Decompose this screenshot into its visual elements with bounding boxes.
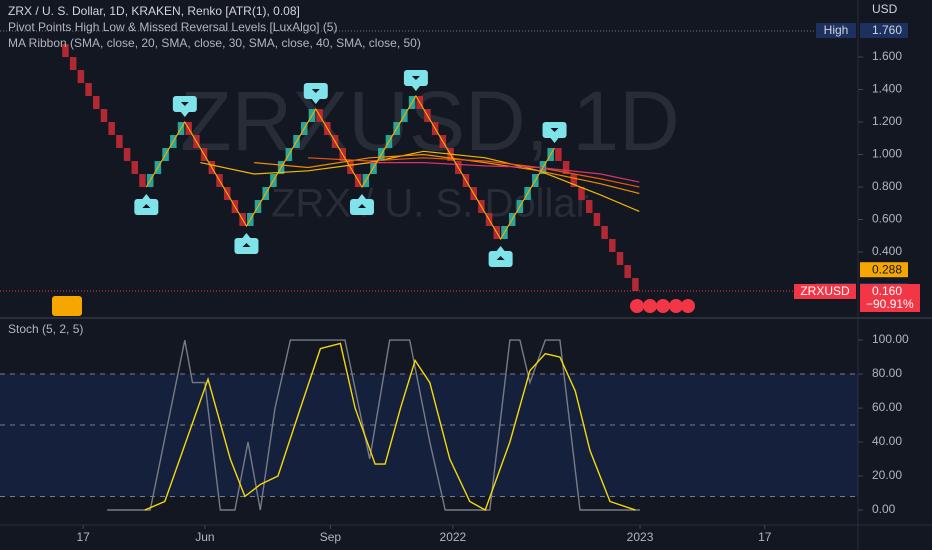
renko-brick — [593, 213, 601, 227]
pivot-arrow — [411, 76, 420, 81]
indicator-legend: Pivot Points High Low & Missed Reversal … — [8, 20, 337, 34]
renko-brick — [62, 44, 69, 58]
level-name: High — [824, 23, 849, 37]
pivot-marker — [234, 233, 259, 255]
x-tick-label: 17 — [77, 530, 91, 544]
event-icon[interactable] — [52, 296, 82, 316]
event-flag[interactable] — [643, 299, 657, 313]
y-tick-label: 100.00 — [872, 332, 909, 346]
pivot-pointer — [550, 138, 559, 144]
renko-brick — [616, 252, 624, 266]
stoch-line — [144, 342, 636, 512]
y-tick-label: 1.200 — [872, 114, 902, 128]
x-tick-label: 2022 — [440, 530, 467, 544]
pivot-marker — [303, 83, 328, 105]
renko-brick — [123, 148, 131, 162]
last-value-box — [860, 284, 920, 313]
renko-brick — [108, 122, 115, 136]
last-change: −90.91% — [866, 297, 914, 311]
pivot-arrow — [496, 256, 505, 261]
moving-average — [254, 153, 640, 195]
pivot-marker — [349, 194, 374, 216]
y-tick-label: 1.400 — [872, 82, 902, 96]
renko-brick — [555, 148, 562, 162]
x-tick-label: Jun — [195, 530, 214, 544]
renko-brick — [601, 226, 608, 240]
renko-brick — [609, 239, 616, 253]
renko-brick — [624, 265, 631, 279]
event-flag[interactable] — [669, 299, 683, 313]
last-name: ZRXUSD — [800, 284, 850, 298]
renko-brick — [131, 161, 139, 175]
currency: USD — [872, 2, 898, 16]
pivot-zigzag — [145, 94, 556, 241]
last-name-box — [794, 284, 856, 300]
pivot-pointer — [311, 99, 320, 105]
level-value-box — [860, 23, 908, 39]
pivot-pointer — [242, 233, 251, 239]
x-tick-label: 17 — [758, 530, 772, 544]
pivot-marker — [403, 70, 428, 92]
pane-title: Stoch (5, 2, 5) — [8, 322, 83, 336]
pivot-pointer — [357, 194, 366, 200]
level-name-box — [816, 23, 856, 39]
pivot-pointer — [180, 112, 189, 118]
y-tick-label: 0.00 — [872, 502, 896, 516]
moving-average — [200, 150, 640, 212]
moving-average — [369, 162, 640, 183]
last-value: 0.160 — [872, 284, 902, 298]
y-tick-label: 20.00 — [872, 468, 902, 482]
pivot-arrow — [180, 102, 189, 107]
pivot-arrow — [242, 243, 251, 248]
chart-title: ZRX / U. S. Dollar, 1D, KRAKEN, Renko [A… — [8, 4, 300, 18]
renko-brick — [116, 135, 123, 149]
moving-average — [308, 157, 640, 188]
plot: 0.400 0.600 0.800 1.000 1.200 1.400 1.600 High 1… — [0, 23, 920, 544]
event-flag[interactable] — [656, 299, 670, 313]
pivot-arrow — [357, 204, 366, 209]
indicator-legend: MA Ribbon (SMA, close, 20, SMA, close, 3… — [8, 36, 421, 50]
pivot-pointer — [411, 86, 420, 92]
level-value: 1.760 — [872, 23, 902, 37]
pivot-pointer — [142, 194, 151, 200]
pivot-arrow — [142, 204, 151, 209]
level-mark-value: 0.288 — [872, 262, 902, 276]
level-mark-box — [860, 262, 908, 278]
event-flag[interactable] — [630, 299, 644, 313]
renko-brick — [77, 70, 85, 84]
renko-brick — [93, 96, 100, 110]
x-tick-label: Sep — [320, 530, 342, 544]
renko-brick — [69, 57, 77, 71]
pivot-arrow — [311, 89, 320, 94]
pivot-marker — [488, 246, 513, 268]
renko-brick — [578, 187, 585, 201]
renko-brick — [100, 109, 108, 123]
event-flag[interactable] — [681, 299, 695, 313]
renko-brick — [585, 200, 593, 214]
renko-brick — [85, 83, 92, 97]
renko-brick — [139, 174, 146, 188]
x-tick-label: 2023 — [627, 530, 654, 544]
pivot-arrow — [550, 128, 559, 133]
pivot-pointer — [496, 246, 505, 252]
y-tick-label: 1.000 — [872, 147, 902, 161]
y-tick-label: 0.400 — [872, 244, 902, 258]
pivot-marker — [134, 194, 159, 216]
renko-brick — [570, 174, 578, 188]
renko-brick — [632, 278, 639, 292]
y-tick-label: 40.00 — [872, 434, 902, 448]
y-tick-label: 60.00 — [872, 400, 902, 414]
y-tick-label: 0.600 — [872, 212, 902, 226]
y-tick-label: 1.600 — [872, 49, 902, 63]
pivot-marker — [172, 96, 197, 118]
watermark-subtitle: ZRX / U. S. Dollar — [271, 182, 589, 226]
renko-brick — [562, 161, 570, 175]
y-tick-label: 0.800 — [872, 179, 902, 193]
pivot-marker — [542, 122, 567, 144]
y-tick-label: 80.00 — [872, 366, 902, 380]
stoch-line — [107, 339, 640, 511]
